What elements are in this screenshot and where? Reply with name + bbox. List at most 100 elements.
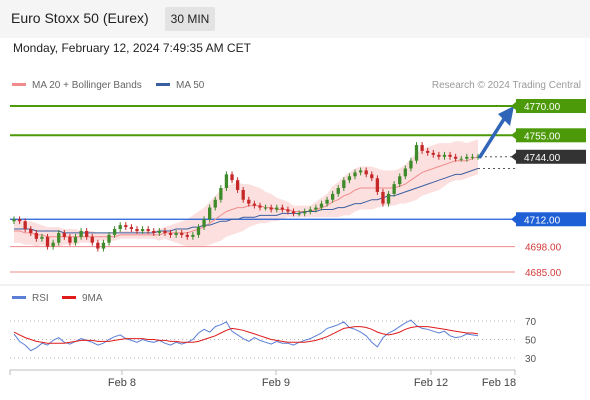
- legend-rsi: RSI: [12, 293, 49, 304]
- 9ma-swatch: [62, 295, 76, 299]
- level-tags: 4770.00 4755.00 4744.00 4712.00 4698.00 4685.…: [511, 99, 586, 279]
- candle-body: [286, 209, 290, 212]
- ma50-swatch: [156, 82, 170, 86]
- candle-body: [213, 199, 217, 208]
- candle-body: [314, 207, 318, 210]
- candle-body: [414, 145, 419, 161]
- candle-body: [202, 219, 206, 228]
- candle-body: [263, 207, 268, 209]
- candle-body: [470, 156, 475, 158]
- level-tag-pointer-4755.00: [511, 131, 516, 140]
- time-tick-label: Feb 18: [482, 377, 516, 389]
- candle-body: [297, 213, 301, 215]
- candle-body: [140, 229, 145, 231]
- candle-body: [180, 232, 184, 235]
- 9ma-line: [13, 326, 479, 344]
- level-tag-4744.00: [516, 149, 586, 164]
- level-label-4685.00: 4685.00: [525, 268, 562, 279]
- candle-body: [342, 180, 346, 189]
- candle-body: [112, 229, 117, 235]
- level-tag-4755.00: [516, 128, 586, 143]
- ma20-swatch: [12, 82, 26, 86]
- candle-body: [174, 232, 178, 235]
- price-levels: [10, 105, 515, 273]
- candle-body: [453, 156, 458, 159]
- legend-9ma: 9MA: [62, 293, 103, 304]
- candle-body: [146, 229, 150, 231]
- chart-header: Euro Stoxx 50 (Eurex) 30 MIN: [0, 0, 590, 38]
- candle-body: [275, 207, 279, 210]
- legend-ma20: MA 20 + Bollinger Bands: [12, 80, 142, 91]
- candle-body: [168, 232, 173, 235]
- candle-body: [235, 180, 240, 190]
- candle-body: [23, 221, 27, 230]
- candle-body: [247, 199, 251, 204]
- candle-body: [403, 168, 407, 177]
- interval-selector[interactable]: 30 MIN: [165, 7, 215, 31]
- bollinger-band: [14, 139, 478, 247]
- level-tag-pointer-4744.00: [511, 152, 516, 161]
- candle-body: [163, 230, 167, 233]
- projection: [478, 106, 514, 159]
- candle-body: [269, 207, 273, 210]
- time-tick-label: Feb 8: [108, 377, 136, 389]
- candle-body: [308, 209, 312, 212]
- ma50-label: MA 50: [176, 80, 205, 91]
- candle-body: [208, 207, 212, 220]
- candle-body: [386, 193, 391, 204]
- candle-body: [392, 184, 396, 194]
- candle-body: [459, 158, 463, 160]
- candle-body: [398, 176, 402, 185]
- candle-body: [219, 188, 223, 200]
- time-tick-label: Feb 12: [414, 377, 448, 389]
- candlesticks: [12, 142, 480, 252]
- candle-body: [465, 156, 469, 159]
- candle-body: [252, 203, 257, 206]
- candle-body: [85, 230, 89, 237]
- candle-body: [431, 152, 435, 155]
- level-label-4744.00: 4744.00: [524, 153, 561, 164]
- candle-body: [45, 236, 50, 247]
- level-label-4698.00: 4698.00: [525, 243, 562, 254]
- candle-body: [291, 211, 296, 214]
- candle-body: [124, 225, 128, 228]
- timestamp: Monday, February 12, 2024 7:49:35 AM CET: [13, 41, 251, 55]
- candle-body: [358, 170, 363, 173]
- bollinger-band-area: [14, 139, 478, 247]
- candle-body: [437, 154, 441, 157]
- rsi-swatch: [12, 295, 26, 299]
- candle-body: [442, 154, 447, 157]
- candle-body: [258, 205, 262, 208]
- credit-text: Research © 2024 Trading Central: [431, 80, 581, 91]
- candle-body: [330, 193, 335, 200]
- candle-body: [62, 232, 66, 237]
- candle-body: [90, 236, 94, 243]
- candle-body: [448, 154, 452, 157]
- rsi-tick-label: 30: [525, 354, 537, 365]
- candle-body: [68, 236, 72, 243]
- ma20-line: [14, 156, 479, 238]
- instrument-title: Euro Stoxx 50 (Eurex): [11, 10, 149, 26]
- projection-arrow-head: [498, 106, 514, 126]
- candle-body: [157, 230, 162, 233]
- candle-body: [319, 203, 324, 208]
- candle-body: [129, 227, 134, 230]
- level-tag-pointer-4770.00: [511, 102, 516, 110]
- candle-body: [370, 174, 374, 179]
- level-tag-4770.00: [516, 99, 586, 113]
- candle-body: [185, 234, 189, 237]
- candle-body: [476, 156, 480, 158]
- candle-body: [40, 236, 44, 239]
- level-label-4755.00: 4755.00: [524, 131, 561, 142]
- candle-body: [381, 191, 385, 204]
- candle-body: [347, 176, 352, 181]
- 9ma-label: 9MA: [82, 293, 103, 304]
- ma20-label: MA 20 + Bollinger Bands: [32, 80, 142, 91]
- candle-body: [73, 236, 78, 243]
- candle-body: [101, 242, 106, 249]
- candle-body: [191, 234, 195, 237]
- projection-arrow-shaft: [478, 117, 506, 159]
- rsi-line: [13, 319, 479, 352]
- moving-averages: [14, 156, 515, 238]
